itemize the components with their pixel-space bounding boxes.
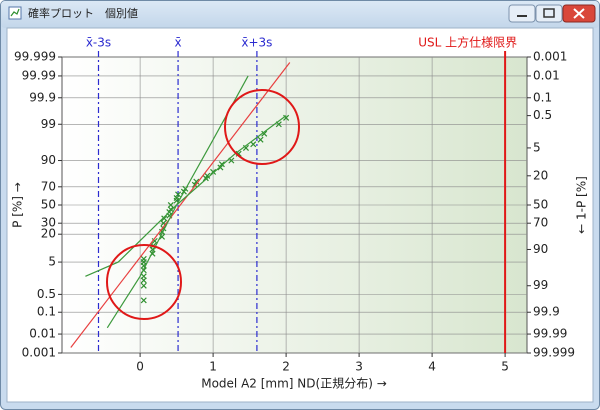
reference-label: USL 上方仕様限界 [418, 35, 517, 50]
app-icon-graph [10, 8, 20, 17]
title-bar [1, 1, 599, 28]
y-axis-title: P [%] → [11, 182, 25, 228]
data-point [151, 237, 158, 244]
data-point [167, 206, 174, 213]
y2-tick-label: 0.001 [533, 50, 567, 64]
highlight-circle [224, 89, 300, 165]
data-point [257, 136, 264, 143]
maximize-icon [543, 8, 555, 18]
data-point [204, 172, 211, 179]
data-point [161, 215, 168, 222]
y2-tick-label: 99.9 [533, 305, 560, 319]
y2-tick-label: 99 [533, 278, 548, 292]
y-tick-label: 5 [48, 255, 56, 269]
y2-tick-label: 0.5 [533, 108, 552, 122]
data-point [193, 178, 200, 185]
data-point [140, 282, 147, 289]
fit-line [85, 115, 287, 277]
maximize-button[interactable] [535, 4, 563, 23]
data-point [140, 273, 147, 280]
data-point [140, 255, 147, 262]
y-tick-label: 0.5 [37, 287, 56, 301]
y2-tick-label: 70 [533, 216, 548, 230]
y-tick-label: 99 [41, 117, 56, 131]
close-icon [573, 8, 585, 19]
x-tick-label: 3 [355, 360, 363, 374]
y-tick-label: 0.01 [29, 327, 56, 341]
chart-content: 0.0010.010.10.5520305070909999.999.9999.… [14, 35, 575, 374]
y2-tick-label: 5 [533, 140, 541, 154]
x-tick-label: 5 [501, 360, 509, 374]
x-tick-label: 0 [136, 360, 144, 374]
y2-tick-label: 20 [533, 168, 548, 182]
data-point [218, 161, 225, 168]
data-point [140, 297, 147, 304]
data-point [167, 201, 174, 209]
y-tick-label: 50 [41, 198, 56, 212]
x-tick-label: 1 [209, 360, 217, 374]
data-point [173, 194, 180, 202]
y-tick-label: 0.001 [22, 346, 56, 360]
data-point [261, 130, 268, 137]
y2-tick-label: 50 [533, 198, 548, 212]
y-tick-label: 99.9 [29, 90, 56, 104]
x-tick-label: 4 [428, 360, 436, 374]
y2-tick-label: 99.99 [533, 327, 567, 341]
y-tick-label: 99.99 [22, 68, 56, 82]
x-tick-label: 2 [282, 360, 290, 374]
y-tick-label: 30 [41, 216, 56, 230]
data-point [158, 233, 166, 240]
y2-tick-label: 90 [533, 242, 548, 256]
reference-label: x̄-3s [86, 36, 111, 50]
data-point [210, 168, 217, 175]
window-title: 確率プロット 個別値 [28, 6, 138, 20]
data-point [283, 114, 290, 121]
y2-tick-label: 0.01 [533, 68, 560, 82]
reference-label: x̄+3s [241, 36, 272, 50]
y2-tick-label: 0.1 [533, 90, 552, 104]
highlight-circle [106, 244, 182, 320]
x-axis-title: Model A2 [mm] ND(正規分布) → [201, 376, 387, 391]
y-tick-label: 20 [41, 227, 56, 241]
y-tick-label: 70 [41, 179, 56, 193]
data-point [175, 191, 182, 198]
data-point [250, 141, 257, 148]
reference-label: x̄ [175, 36, 182, 50]
y2-axis-title: ← 1-P [%] [575, 176, 589, 234]
y-tick-label: 0.1 [37, 305, 56, 319]
minimize-button[interactable] [508, 4, 536, 23]
fit-line [70, 62, 291, 348]
y-tick-label: 99.999 [14, 50, 56, 64]
y-tick-label: 90 [41, 153, 56, 167]
y2-tick-label: 99.999 [533, 346, 575, 360]
